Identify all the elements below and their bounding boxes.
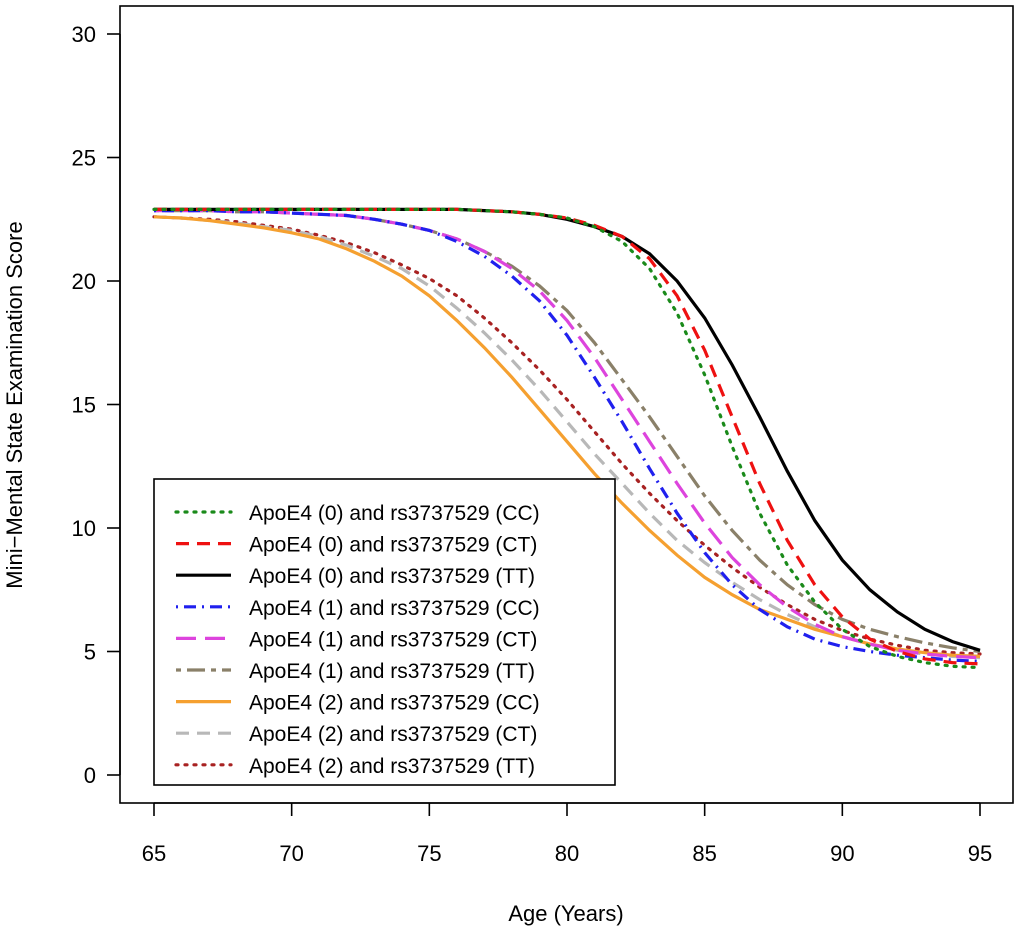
y-axis: 0 5 10 15 20 25 30 [72,22,121,788]
x-tick-label: 95 [968,841,992,866]
x-tick-label: 85 [692,841,716,866]
legend-label: ApoE4 (2) and rs3737529 (TT) [249,755,535,778]
series-line [154,209,981,660]
series-line [154,209,981,654]
y-tick-label: 20 [72,269,96,294]
legend-label: ApoE4 (0) and rs3737529 (CC) [249,502,540,525]
y-tick-label: 25 [72,146,96,171]
legend-label: ApoE4 (0) and rs3737529 (TT) [249,565,535,588]
series-line [154,209,981,663]
legend-label: ApoE4 (1) and rs3737529 (TT) [249,660,535,683]
legend-label: ApoE4 (2) and rs3737529 (CT) [249,723,537,746]
series-line [152,207,982,670]
y-tick-label: 5 [84,640,96,665]
legend: ApoE4 (0) and rs3737529 (CC) ApoE4 (0) an… [153,478,616,786]
y-tick-label: 0 [84,763,96,788]
x-tick-label: 75 [417,841,441,866]
plot-lines [152,207,982,670]
x-tick-label: 90 [830,841,854,866]
x-tick-label: 80 [555,841,579,866]
y-tick-label: 10 [72,516,96,541]
y-tick-label: 15 [72,393,96,418]
y-axis-title: Mini−Mental State Examination Score [2,221,27,588]
legend-label: ApoE4 (2) and rs3737529 (CC) [249,692,540,715]
x-axis-title: Age (Years) [508,901,623,926]
legend-label: ApoE4 (1) and rs3737529 (CT) [249,628,537,651]
x-tick-label: 70 [279,841,303,866]
x-tick-label: 65 [142,841,166,866]
x-axis: 65 70 75 80 85 90 95 [142,802,992,866]
legend-label: ApoE4 (0) and rs3737529 (CT) [249,534,537,557]
series-line [153,215,981,660]
y-tick-label: 30 [72,22,96,47]
legend-label: ApoE4 (1) and rs3737529 (CC) [249,597,540,620]
